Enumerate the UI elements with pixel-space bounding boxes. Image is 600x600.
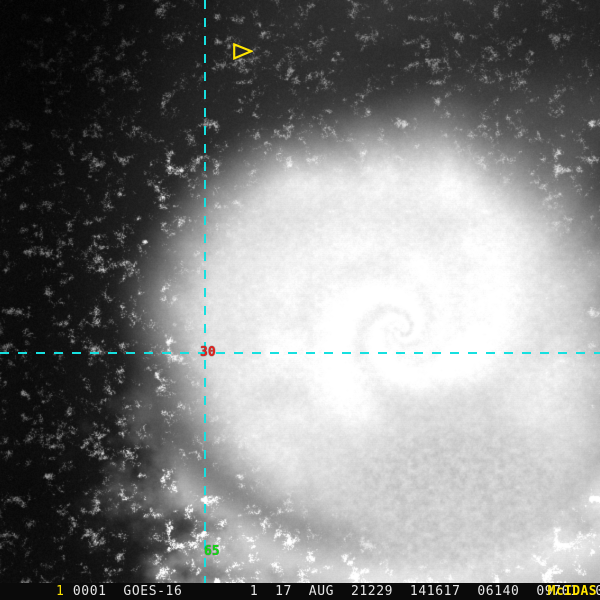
footer-metadata-text: 1 0001 GOES-16 1 17 AUG 21229 141617 061…: [56, 584, 600, 599]
mcidas-brand-label: McIDAS: [547, 584, 597, 599]
satellite-image: [0, 0, 600, 583]
footer-info-bar: 1 0001 GOES-16 1 17 AUG 21229 141617 061…: [0, 583, 600, 600]
